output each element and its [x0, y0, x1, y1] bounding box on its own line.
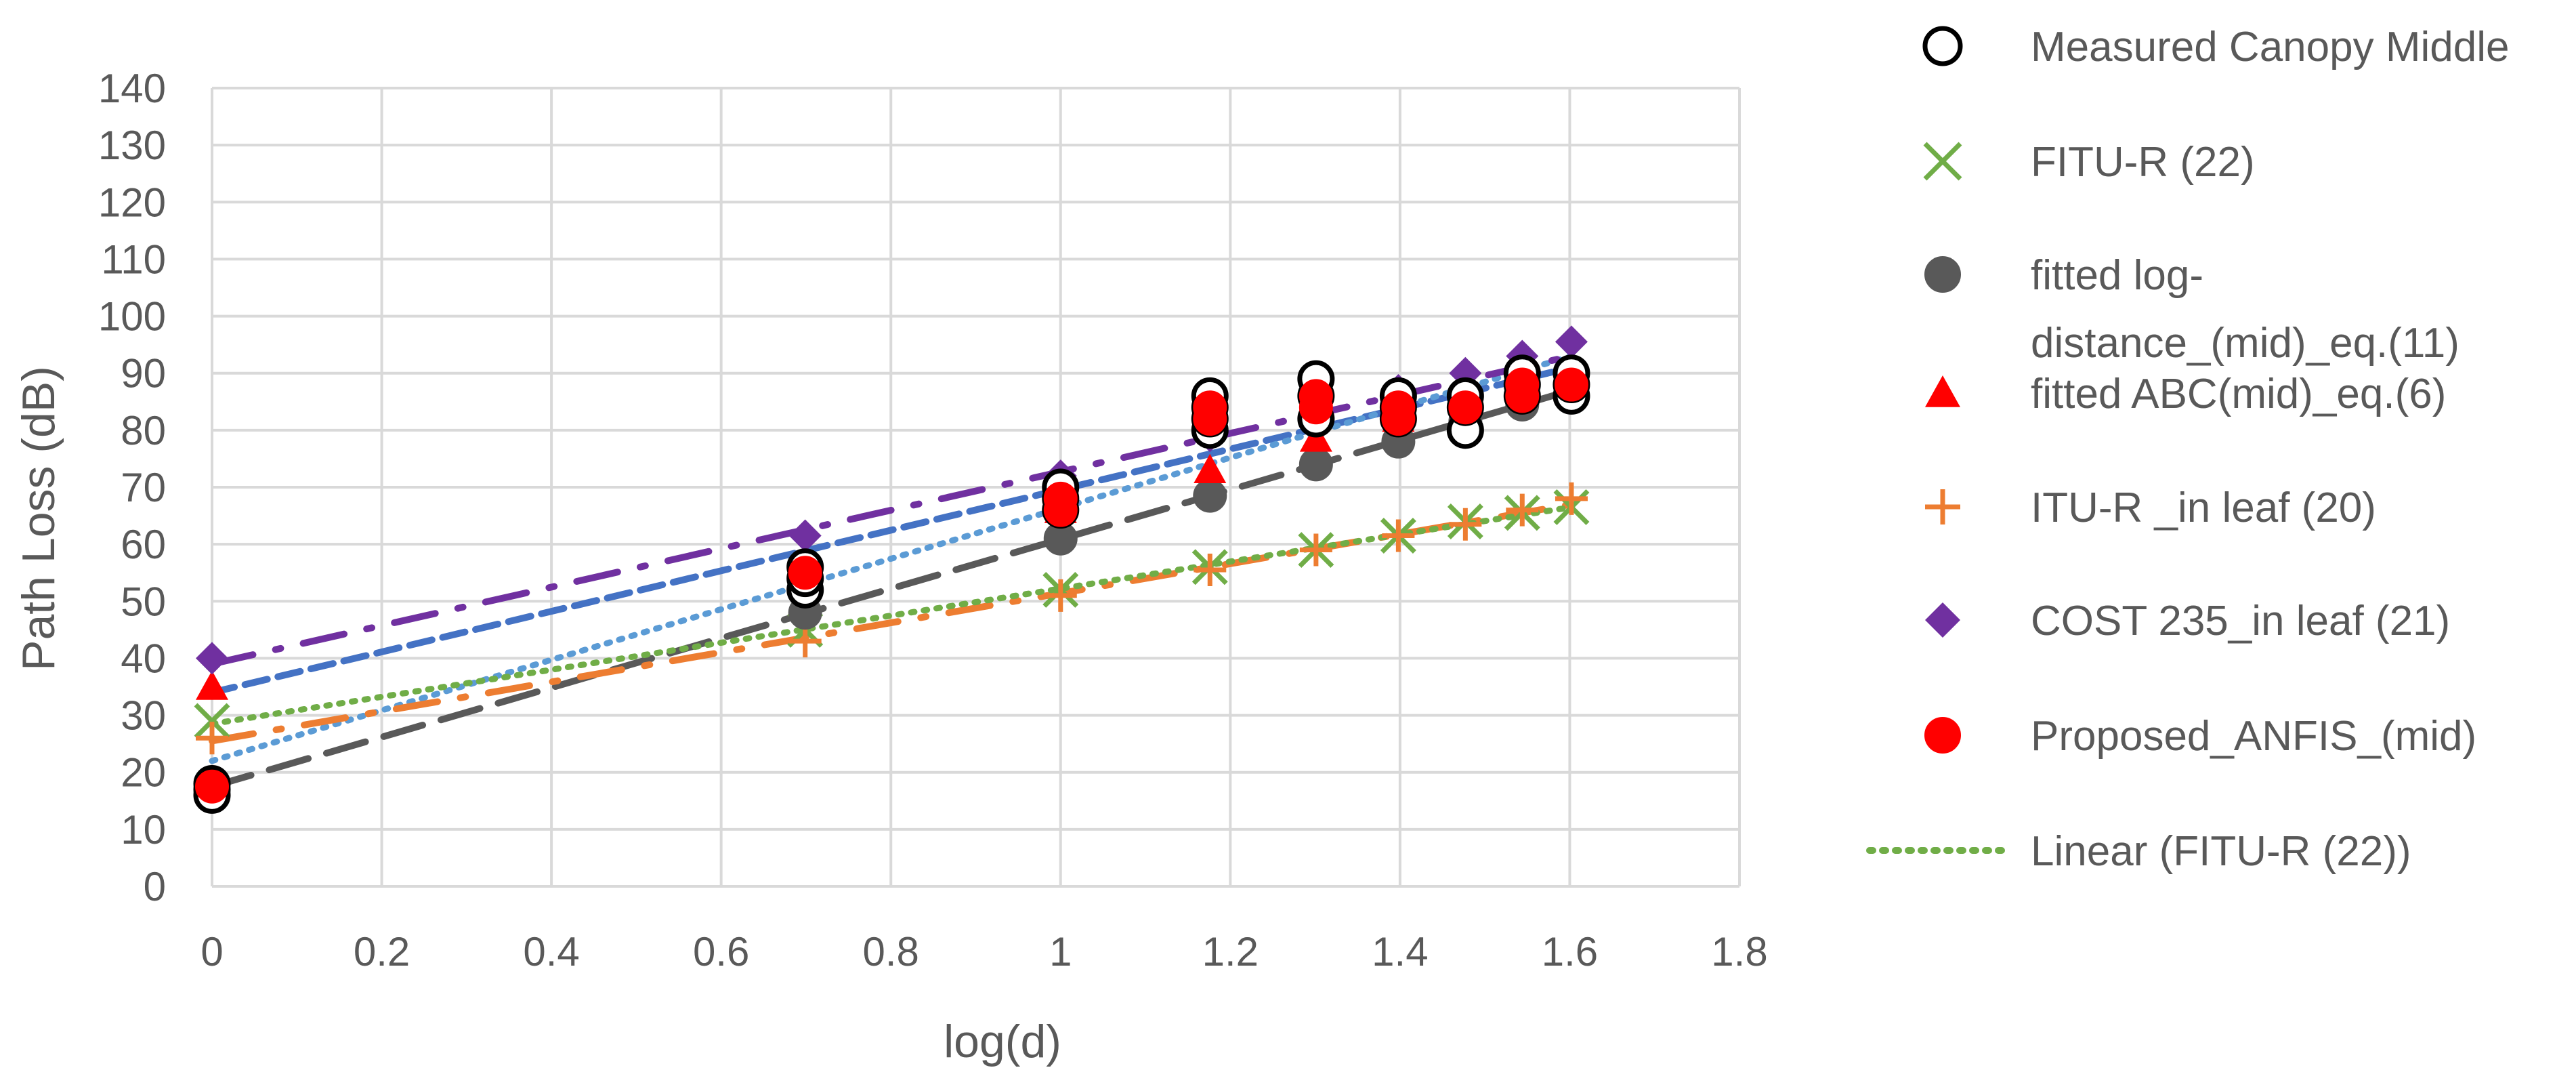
point-proposed-anfis-mid	[1505, 367, 1540, 402]
legend-label-itu-r-in-leaf-20: ITU-R _in leaf (20)	[2031, 485, 2376, 531]
point-cost-235-in-leaf-21	[196, 642, 228, 675]
legend-key-proposed-anfis-mid	[1924, 717, 1961, 754]
x-tick-label: 0	[200, 929, 223, 974]
point-proposed-anfis-mid	[1043, 481, 1078, 516]
x-tick-label: 1.6	[1542, 929, 1598, 974]
point-proposed-anfis-mid	[195, 769, 229, 804]
legend-key-fitted-abc-mid-eq-6	[1925, 375, 1960, 407]
legend-label-cost-235-in-leaf-21: COST 235_in leaf (21)	[2031, 598, 2450, 644]
point-itu-r-in-leaf-20	[1382, 519, 1415, 552]
point-itu-r-in-leaf-20	[1555, 482, 1588, 515]
legend-label-measured-canopy-middle: Measured Canopy Middle	[2031, 24, 2510, 70]
legend-label-fitu-r-22: FITU-R (22)	[2031, 139, 2255, 186]
y-tick-label: 20	[121, 750, 166, 796]
legend-label-fitted-log-distance-mid-eq-11: fitted log-	[2031, 252, 2203, 299]
legend-label-linear-fitu-r-22: Linear (FITU-R (22))	[2031, 828, 2411, 875]
x-tick-label: 0.4	[523, 929, 579, 974]
legend-key-fitted-log-distance-mid-eq-11	[1924, 256, 1961, 293]
y-tick-label: 130	[98, 123, 166, 168]
legend: Measured Canopy Middle FITU-R (22) fitted …	[1866, 24, 2510, 875]
x-tick-label: 1.4	[1372, 929, 1428, 974]
y-axis-tick-labels: 0 10 20 30 40 50 60 70 80 90 100 110 120 130 140	[98, 66, 166, 909]
point-proposed-anfis-mid	[1381, 390, 1416, 425]
point-fitted-abc-mid-eq-6	[1194, 453, 1227, 483]
y-axis-title: Path Loss (dB)	[13, 366, 64, 671]
data-points	[193, 325, 1590, 814]
grid-lines	[211, 87, 1741, 888]
y-tick-label: 140	[98, 66, 166, 111]
x-tick-label: 0.8	[863, 929, 919, 974]
trendline	[209, 352, 1575, 667]
y-tick-label: 60	[121, 522, 166, 567]
point-itu-r-in-leaf-20	[1449, 508, 1482, 541]
x-tick-label: 0.2	[354, 929, 410, 974]
trendline	[209, 386, 1575, 790]
y-tick-label: 10	[121, 807, 166, 852]
x-axis-tick-labels: 0 0.2 0.4 0.6 0.8 1 1.2 1.4 1.6 1.8	[200, 929, 1767, 974]
y-tick-label: 30	[121, 693, 166, 739]
point-proposed-anfis-mid	[1448, 390, 1483, 425]
legend-key-itu-r-in-leaf-20	[1925, 489, 1960, 524]
point-proposed-anfis-mid	[1298, 379, 1333, 413]
point-itu-r-in-leaf-20	[1194, 554, 1227, 587]
point-itu-r-in-leaf-20	[1299, 533, 1332, 567]
legend-label-fitted-abc-mid-eq-6: fitted ABC(mid)_eq.(6)	[2031, 371, 2446, 417]
trendline-linear-fitu-r	[209, 503, 1575, 727]
point-proposed-anfis-mid	[788, 556, 822, 590]
point-itu-r-in-leaf-20	[1044, 579, 1077, 612]
x-tick-label: 1.8	[1711, 929, 1767, 974]
legend-key-measured-canopy-middle	[1922, 26, 1963, 66]
legend-key-fitu-r-22	[1923, 142, 1962, 181]
point-fitted-log-distance-mid-eq-11	[1193, 478, 1227, 513]
point-itu-r-in-leaf-20	[196, 722, 228, 755]
y-tick-label: 90	[121, 351, 166, 396]
y-tick-label: 120	[98, 180, 166, 225]
point-proposed-anfis-mid	[1193, 390, 1227, 425]
trendline	[209, 352, 1575, 764]
point-fitu-r-22	[194, 703, 230, 739]
y-tick-label: 100	[98, 294, 166, 339]
y-tick-label: 110	[101, 236, 166, 282]
point-proposed-anfis-mid	[1554, 367, 1588, 402]
trendlines	[209, 352, 1575, 790]
x-axis-title: log(d)	[944, 1016, 1061, 1067]
x-tick-label: 0.6	[693, 929, 749, 974]
y-tick-label: 50	[121, 579, 166, 624]
y-tick-label: 70	[121, 465, 166, 510]
y-tick-label: 80	[121, 408, 166, 453]
point-cost-235-in-leaf-21	[1555, 325, 1588, 358]
point-cost-235-in-leaf-21	[788, 519, 822, 552]
legend-label-fitted-log-distance-mid-eq-11: distance_(mid)_eq.(11)	[2031, 320, 2459, 367]
y-tick-label: 40	[121, 636, 166, 681]
x-tick-label: 1.2	[1202, 929, 1259, 974]
point-fitted-log-distance-mid-eq-11	[1298, 447, 1333, 482]
legend-key-cost-235-in-leaf-21	[1925, 602, 1960, 638]
x-tick-label: 1	[1049, 929, 1072, 974]
point-itu-r-in-leaf-20	[1506, 493, 1539, 527]
legend-label-proposed-anfis-mid: Proposed_ANFIS_(mid)	[2031, 713, 2476, 760]
point-itu-r-in-leaf-20	[788, 625, 822, 658]
y-tick-label: 0	[144, 864, 166, 909]
point-fitted-abc-mid-eq-6	[196, 670, 228, 700]
